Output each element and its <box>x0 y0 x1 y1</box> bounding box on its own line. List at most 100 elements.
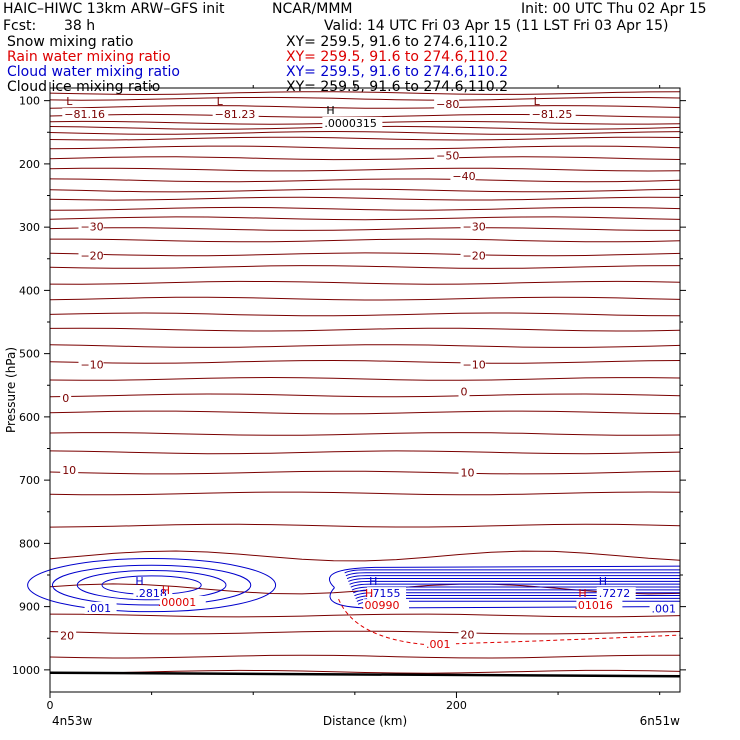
temperature-isoline <box>49 130 681 135</box>
rain-label-bg <box>423 637 456 650</box>
temperature-label-bg <box>434 149 460 162</box>
temperature-label: −30 <box>463 221 486 234</box>
temperature-isoline <box>49 178 681 183</box>
rain-max-marker: H <box>162 584 170 597</box>
temperature-label-bg <box>78 358 104 371</box>
field-name-cloud-ice: Cloud ice mixing ratio <box>7 79 161 95</box>
temperature-isoline <box>49 491 681 496</box>
cloud-water-contour <box>351 586 680 591</box>
cloud-water-contour <box>51 564 252 606</box>
temperature-isoline <box>49 376 681 381</box>
y-tick-label: 800 <box>19 537 40 550</box>
cloud-water-label-bg <box>649 602 682 615</box>
extremum-label-bg <box>322 116 383 129</box>
cloud-water-max-marker: H <box>135 575 143 588</box>
temperature-isoline <box>49 167 681 172</box>
temperature-isoline <box>49 410 681 415</box>
rain-max-value: .00990 <box>361 599 400 612</box>
y-tick-label: 200 <box>19 158 40 171</box>
y-tick-label: 900 <box>19 601 40 614</box>
temperature-isoline <box>49 523 681 528</box>
temperature-isoline <box>49 630 681 635</box>
temperature-isoline <box>49 296 681 301</box>
temperature-label: 10 <box>461 467 475 480</box>
cloud-water-contour <box>350 583 680 588</box>
field-xy-snow: XY= 259.5, 91.6 to 274.6,110.2 <box>286 34 509 50</box>
rain-edge-label: .001 <box>426 638 451 651</box>
temperature-isoline <box>49 312 681 317</box>
temperature-label: −10 <box>80 358 103 371</box>
temperature-isoline <box>49 156 681 161</box>
cloud-water-contour <box>345 572 680 577</box>
x-endpoint-left: 4n53w <box>52 714 93 728</box>
cloud-water-max-value: .7155 <box>369 587 401 600</box>
temperature-label-bg <box>60 391 72 404</box>
model-title: HAIC–HIWC 13km ARW–GFS init <box>3 1 225 17</box>
field-name-cloud-water: Cloud water mixing ratio <box>7 64 180 80</box>
temperature-isoline <box>49 432 681 436</box>
field-xy-cloud-water: XY= 259.5, 91.6 to 274.6,110.2 <box>286 64 509 80</box>
field-name-rain: Rain water mixing ratio <box>7 49 171 65</box>
temperature-isoline <box>49 280 681 285</box>
temperature-isoline <box>49 145 681 150</box>
x-tick-label: 0 <box>47 699 54 712</box>
y-tick-label: 100 <box>19 95 40 108</box>
temperature-isoline <box>50 238 681 243</box>
temperature-label-bg <box>458 385 470 398</box>
temperature-label-bg <box>434 97 460 110</box>
cloud-water-max-value: .2818 <box>135 587 167 600</box>
x-axis-label: Distance (km) <box>323 714 407 728</box>
cloud-water-edge-label: .001 <box>87 602 112 615</box>
organization: NCAR/MMM <box>272 1 353 17</box>
temperature-isoline <box>49 613 681 618</box>
temperature-isoline <box>49 252 681 257</box>
y-axis-label: Pressure (hPa) <box>4 347 18 433</box>
temperature-isoline <box>49 196 681 201</box>
extremum-marker: L <box>66 95 73 108</box>
cloud-water-contour <box>346 575 680 580</box>
extremum-value: −81.23 <box>215 108 256 121</box>
cloud-water-max-marker: H <box>599 575 607 588</box>
forecast-hours: 38 h <box>64 18 96 34</box>
temperature-label: 0 <box>461 386 468 399</box>
temperature-isoline <box>49 96 681 101</box>
temperature-label: 20 <box>461 628 475 641</box>
extremum-marker: L <box>534 95 541 108</box>
rain-label-bg <box>159 595 206 608</box>
temperature-isoline <box>50 669 681 674</box>
temperature-label-bg <box>458 628 477 641</box>
temperature-label-bg <box>458 466 477 479</box>
temperature-isoline <box>49 206 681 211</box>
rain-max-value: .01016 <box>574 599 613 612</box>
cloud-water-label-bg <box>367 587 407 600</box>
extremum-label-bg <box>62 108 109 121</box>
field-xy-cloud-ice: XY= 259.5, 91.6 to 274.6,110.2 <box>286 79 509 95</box>
temperature-label-bg <box>450 169 476 182</box>
temperature-isoline <box>49 654 680 659</box>
temperature-label: −80 <box>436 98 459 111</box>
extremum-value: −81.25 <box>532 108 573 121</box>
temperature-label-bg <box>460 220 486 233</box>
temperature-isoline <box>49 136 681 141</box>
y-tick-label: 300 <box>19 221 40 234</box>
extremum-label-bg <box>529 108 576 121</box>
valid-time: Valid: 14 UTC Fri 03 Apr 15 (11 LST Fri … <box>324 18 669 34</box>
rain-max-marker: H <box>365 587 373 600</box>
temperature-label: 20 <box>60 630 74 643</box>
cloud-water-contour <box>76 570 227 601</box>
y-tick-label: 600 <box>19 411 40 424</box>
cloud-water-contour <box>344 569 680 574</box>
forecast-label: Fcst: <box>3 18 37 34</box>
temperature-isoline <box>49 265 681 269</box>
temperature-isoline <box>49 344 681 348</box>
temperature-isoline <box>49 227 680 231</box>
temperature-contours <box>49 91 681 678</box>
cloud-water-contour <box>349 580 680 585</box>
field-name-snow: Snow mixing ratio <box>7 34 134 50</box>
temperature-label: −50 <box>436 150 459 163</box>
cloud-water-edge-label: .001 <box>652 603 677 616</box>
y-tick-label: 500 <box>19 348 40 361</box>
